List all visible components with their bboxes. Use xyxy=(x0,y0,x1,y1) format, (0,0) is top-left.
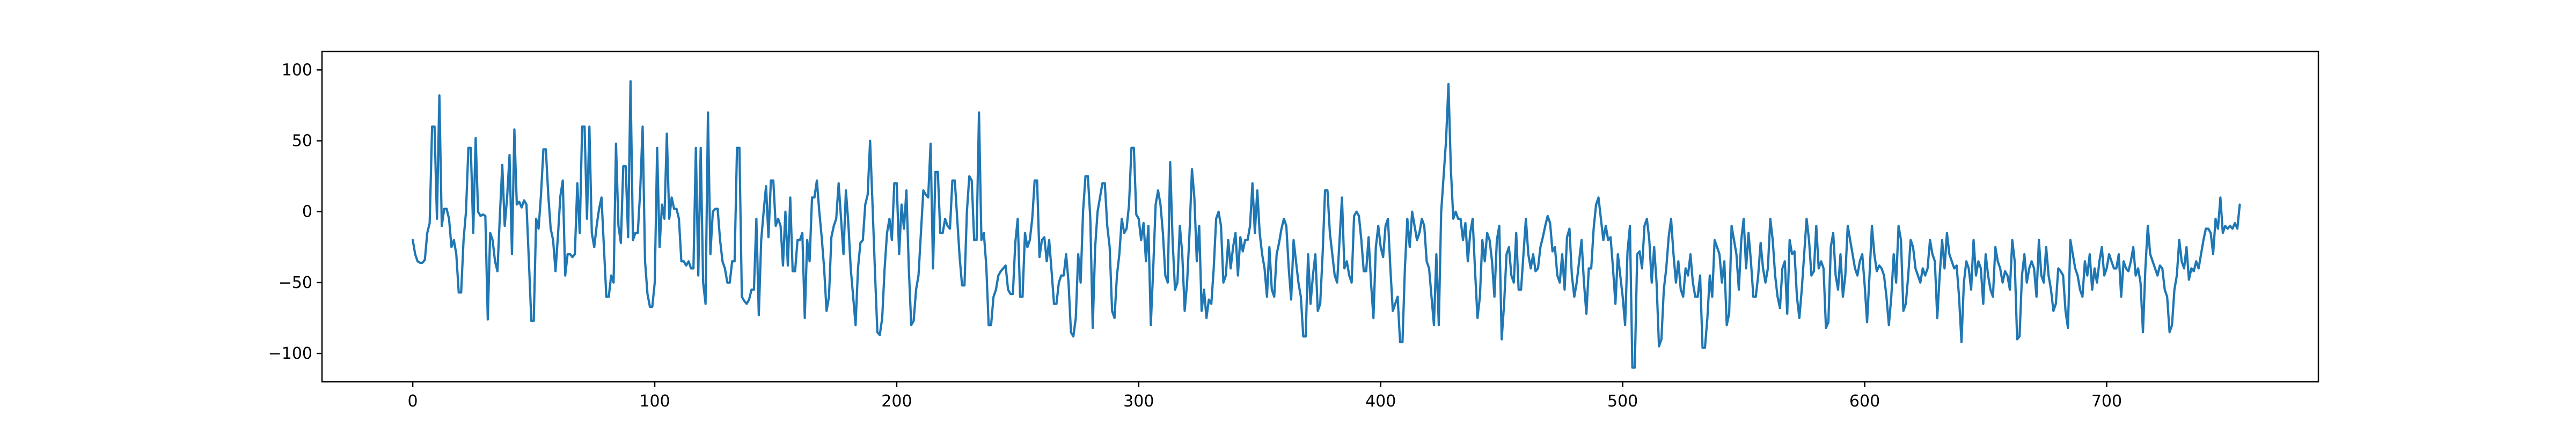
y-tick-label: 50 xyxy=(292,132,312,151)
x-tick-label: 400 xyxy=(1365,392,1396,411)
y-axis: −100 −50 0 50 100 xyxy=(268,61,322,363)
x-tick-label: 100 xyxy=(639,392,670,411)
x-tick-label: 500 xyxy=(1607,392,1638,411)
x-tick-label: 300 xyxy=(1123,392,1154,411)
series-line-0 xyxy=(411,80,2241,369)
x-tick-label: 200 xyxy=(881,392,912,411)
y-tick-label: 100 xyxy=(282,61,312,79)
y-tick-label: 0 xyxy=(302,203,312,221)
series-layer xyxy=(411,80,2241,369)
y-tick-label: −50 xyxy=(279,273,312,292)
axes-frame xyxy=(321,50,2319,383)
plot-area xyxy=(322,51,2318,382)
y-tick-label: −100 xyxy=(268,344,312,363)
x-axis: 0 100 200 300 400 500 600 700 xyxy=(408,382,2122,411)
x-tick-label: 600 xyxy=(1849,392,1880,411)
x-tick-label: 0 xyxy=(408,392,418,411)
x-tick-label: 700 xyxy=(2091,392,2122,411)
